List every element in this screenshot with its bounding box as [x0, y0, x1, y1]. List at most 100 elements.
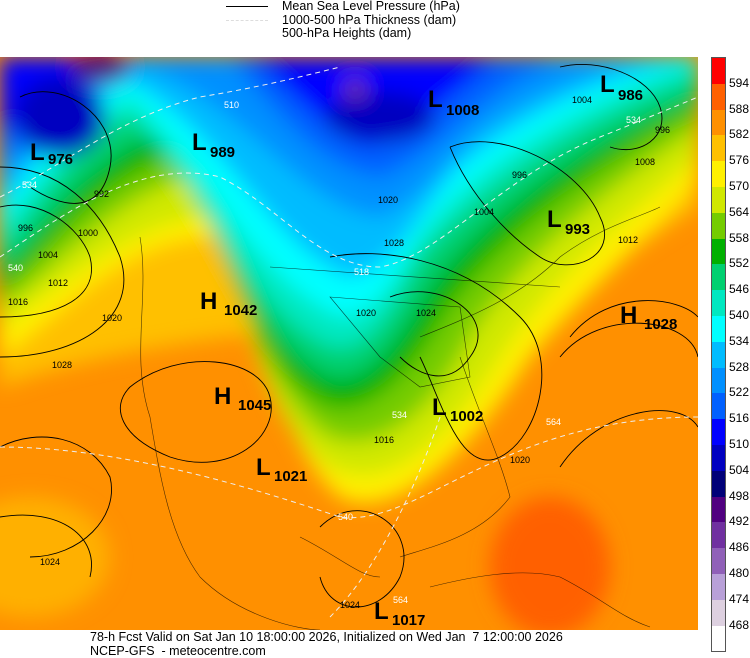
svg-text:L: L: [600, 71, 615, 98]
contour-label: 1016: [8, 297, 28, 307]
color-scale-label: 546: [729, 282, 750, 297]
high-center: H 1042: [200, 288, 257, 319]
contour-label: 534: [626, 115, 641, 125]
color-scale-segment: [712, 573, 725, 600]
contour-label: 564: [393, 595, 408, 605]
dashed-line-swatch: [226, 19, 268, 21]
contour-label: 1020: [102, 313, 122, 323]
color-scale-label: 558: [729, 230, 750, 245]
svg-text:1045: 1045: [238, 397, 271, 414]
color-scale-segment: [712, 109, 725, 136]
low-center: L 1017: [374, 598, 425, 629]
svg-text:993: 993: [565, 221, 590, 238]
contour-label: 1020: [510, 455, 530, 465]
color-scale-segment: [712, 58, 725, 84]
color-scale-label: 492: [729, 514, 750, 529]
contour-label: 534: [22, 180, 37, 190]
color-scale-label: 486: [729, 540, 750, 555]
color-scale-segment: [712, 212, 725, 239]
color-scale-segment: [712, 367, 725, 394]
legend-label: Mean Sea Level Pressure (hPa): [282, 0, 460, 13]
color-scale-segment: [712, 161, 725, 187]
svg-text:1028: 1028: [644, 316, 677, 333]
contour-label: 1004: [38, 250, 58, 260]
legend-label: 500-hPa Heights (dam): [282, 26, 412, 40]
svg-text:L: L: [30, 139, 45, 166]
low-center: L 1002: [432, 394, 483, 425]
contour-label: 518: [354, 267, 369, 277]
svg-text:L: L: [256, 454, 271, 481]
height-field: [0, 57, 698, 630]
color-scale-segment: [712, 625, 725, 652]
color-scale-segment: [712, 186, 725, 213]
solid-line-swatch: [226, 6, 268, 8]
svg-text:L: L: [547, 206, 562, 233]
svg-text:986: 986: [618, 87, 643, 104]
legend-item-mslp: Mean Sea Level Pressure (hPa): [226, 0, 460, 14]
contour-label: 1028: [384, 238, 404, 248]
low-center: L 989: [192, 129, 235, 161]
color-scale-segment: [712, 290, 725, 316]
color-scale-label: 528: [729, 359, 750, 374]
color-scale-label: 468: [729, 617, 750, 632]
svg-text:H: H: [620, 302, 637, 329]
svg-text:1042: 1042: [224, 302, 257, 319]
thickness-contours: [0, 66, 698, 618]
color-scale-segment: [712, 599, 725, 626]
contour-label: 540: [338, 512, 353, 522]
color-scale-label: 534: [729, 333, 750, 348]
color-scale-segment: [712, 444, 725, 471]
svg-text:1021: 1021: [274, 468, 307, 485]
low-center: L 993: [547, 206, 590, 238]
color-scale-segment: [712, 264, 725, 291]
color-scale-label: 516: [729, 411, 750, 426]
color-scale-segment: [712, 548, 725, 574]
legend-item-heights: 500-hPa Heights (dam): [226, 26, 460, 41]
contour-label: 1012: [618, 235, 638, 245]
low-center: L 986: [600, 71, 643, 104]
color-scale-segment: [712, 419, 725, 445]
svg-text:1008: 1008: [446, 102, 479, 119]
color-scale-label: 498: [729, 488, 750, 503]
svg-text:H: H: [200, 288, 217, 315]
low-center: L 1008: [428, 86, 479, 119]
contour-labels: 534 996 1000 992 1004 540 1012 1016 1020…: [8, 95, 670, 610]
svg-text:1017: 1017: [392, 612, 425, 629]
color-scale-label: 564: [729, 204, 750, 219]
color-scale-label: 570: [729, 179, 750, 193]
source-credit: NCEP-GFS - meteocentre.com: [90, 644, 266, 658]
contour-label: 1024: [416, 308, 436, 318]
map-footer: 78-h Fcst Valid on Sat Jan 10 18:00:00 2…: [90, 630, 563, 658]
contour-label: 540: [8, 263, 23, 273]
contour-label: 510: [224, 100, 239, 110]
color-scale-label: 474: [729, 591, 750, 606]
color-scale-label: 510: [729, 437, 750, 451]
color-scale-label: 582: [729, 127, 750, 142]
color-scale-segment: [712, 393, 725, 420]
color-scale-label: 576: [729, 153, 750, 168]
color-scale-label: 552: [729, 256, 750, 271]
svg-text:L: L: [428, 86, 443, 113]
low-center: L 976: [30, 139, 73, 168]
contour-label: 1028: [52, 360, 72, 370]
mslp-contours: [0, 63, 698, 608]
color-scale-segment: [712, 522, 725, 549]
contour-label: 564: [546, 417, 561, 427]
legend-item-thickness: 1000-500 hPa Thickness (dam): [226, 13, 460, 28]
svg-text:976: 976: [48, 151, 73, 168]
svg-text:L: L: [192, 129, 207, 156]
contour-label: 996: [512, 170, 527, 180]
contour-label: 1020: [356, 308, 376, 318]
contour-label: 534: [392, 410, 407, 420]
contour-label: 1000: [78, 228, 98, 238]
contour-label: 1004: [474, 207, 494, 217]
color-scale-segment: [712, 238, 725, 265]
contour-label: 1024: [40, 557, 60, 567]
svg-text:L: L: [432, 394, 447, 421]
color-scale-label: 540: [729, 308, 750, 322]
color-scale-label: 480: [729, 566, 750, 580]
color-scale-bar: [711, 57, 726, 653]
map-legend: Mean Sea Level Pressure (hPa) 1000-500 h…: [226, 0, 460, 41]
color-scale-label: 522: [729, 385, 750, 400]
